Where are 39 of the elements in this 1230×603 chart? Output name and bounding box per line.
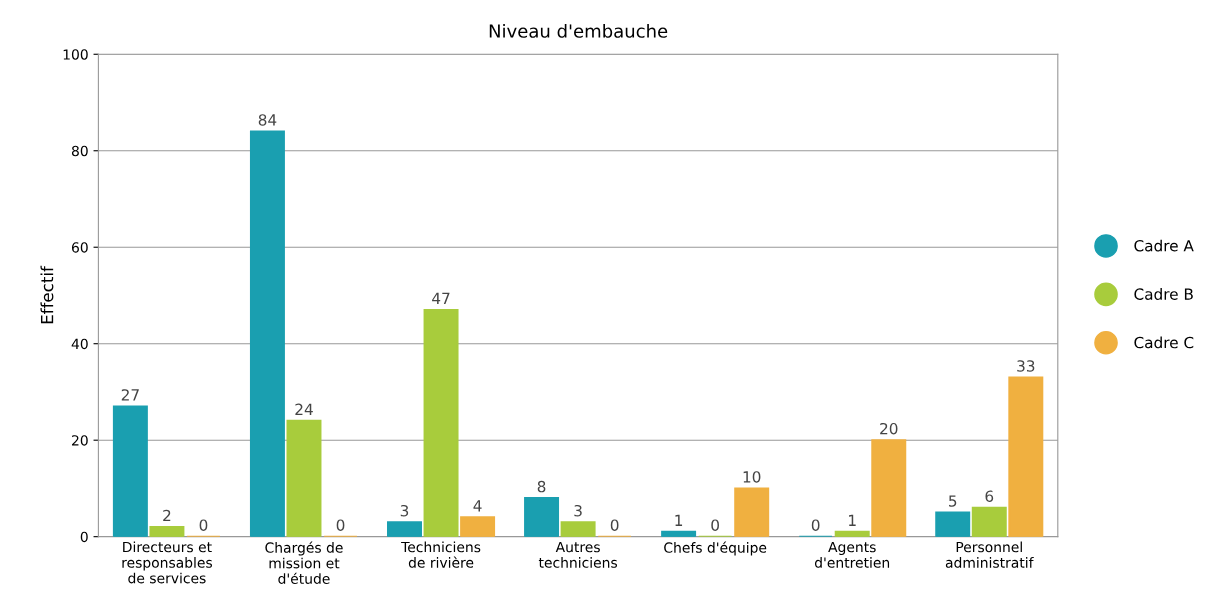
data-label: 0	[336, 519, 345, 531]
data-label: 1	[675, 514, 683, 526]
data-label: 10	[743, 471, 761, 483]
y-tick-label: 100	[63, 49, 88, 60]
y-tick-label: 80	[71, 145, 88, 157]
data-label: 20	[880, 422, 898, 435]
x-tick-label: Techniciens de rivière	[401, 541, 481, 568]
y-tick-label: 60	[71, 242, 88, 253]
x-tick-label: Personnel administratif	[945, 541, 1034, 568]
x-tick-label: Agents d'entretien	[814, 541, 890, 568]
data-label: 1	[849, 514, 856, 526]
y-tick-label: 40	[71, 338, 88, 350]
data-label: 3	[400, 504, 409, 517]
data-label: 24	[295, 403, 313, 415]
y-tick-label: 0	[80, 531, 88, 543]
x-tick-label: Autres techniciens	[538, 541, 618, 568]
data-label: 47	[432, 292, 450, 304]
data-label: 3	[574, 504, 582, 517]
chart-title: Niveau d'embauche	[489, 23, 668, 38]
data-label: 33	[1017, 360, 1035, 372]
data-label: 27	[121, 389, 139, 401]
data-label: 8	[537, 480, 546, 493]
y-axis-title: Effectif	[40, 265, 54, 324]
data-label: 4	[473, 500, 482, 512]
data-label: 0	[711, 519, 719, 531]
data-label: 0	[811, 519, 820, 531]
data-label: 2	[163, 509, 171, 522]
data-label: 84	[258, 114, 277, 126]
data-label: 0	[610, 519, 619, 531]
data-label: 5	[949, 495, 957, 507]
legend-label: Cadre C	[1134, 336, 1194, 349]
legend-label: Cadre B	[1134, 288, 1193, 300]
legend-label: Cadre A	[1134, 239, 1194, 252]
x-tick-label: Directeurs et responsables de services	[122, 541, 212, 584]
y-tick-label: 20	[72, 435, 88, 446]
x-tick-label: Chargés de mission et d'étude	[265, 541, 343, 584]
x-tick-label: Chefs d'équipe	[664, 541, 767, 556]
data-label: 0	[199, 519, 208, 531]
data-label: 6	[985, 490, 994, 502]
